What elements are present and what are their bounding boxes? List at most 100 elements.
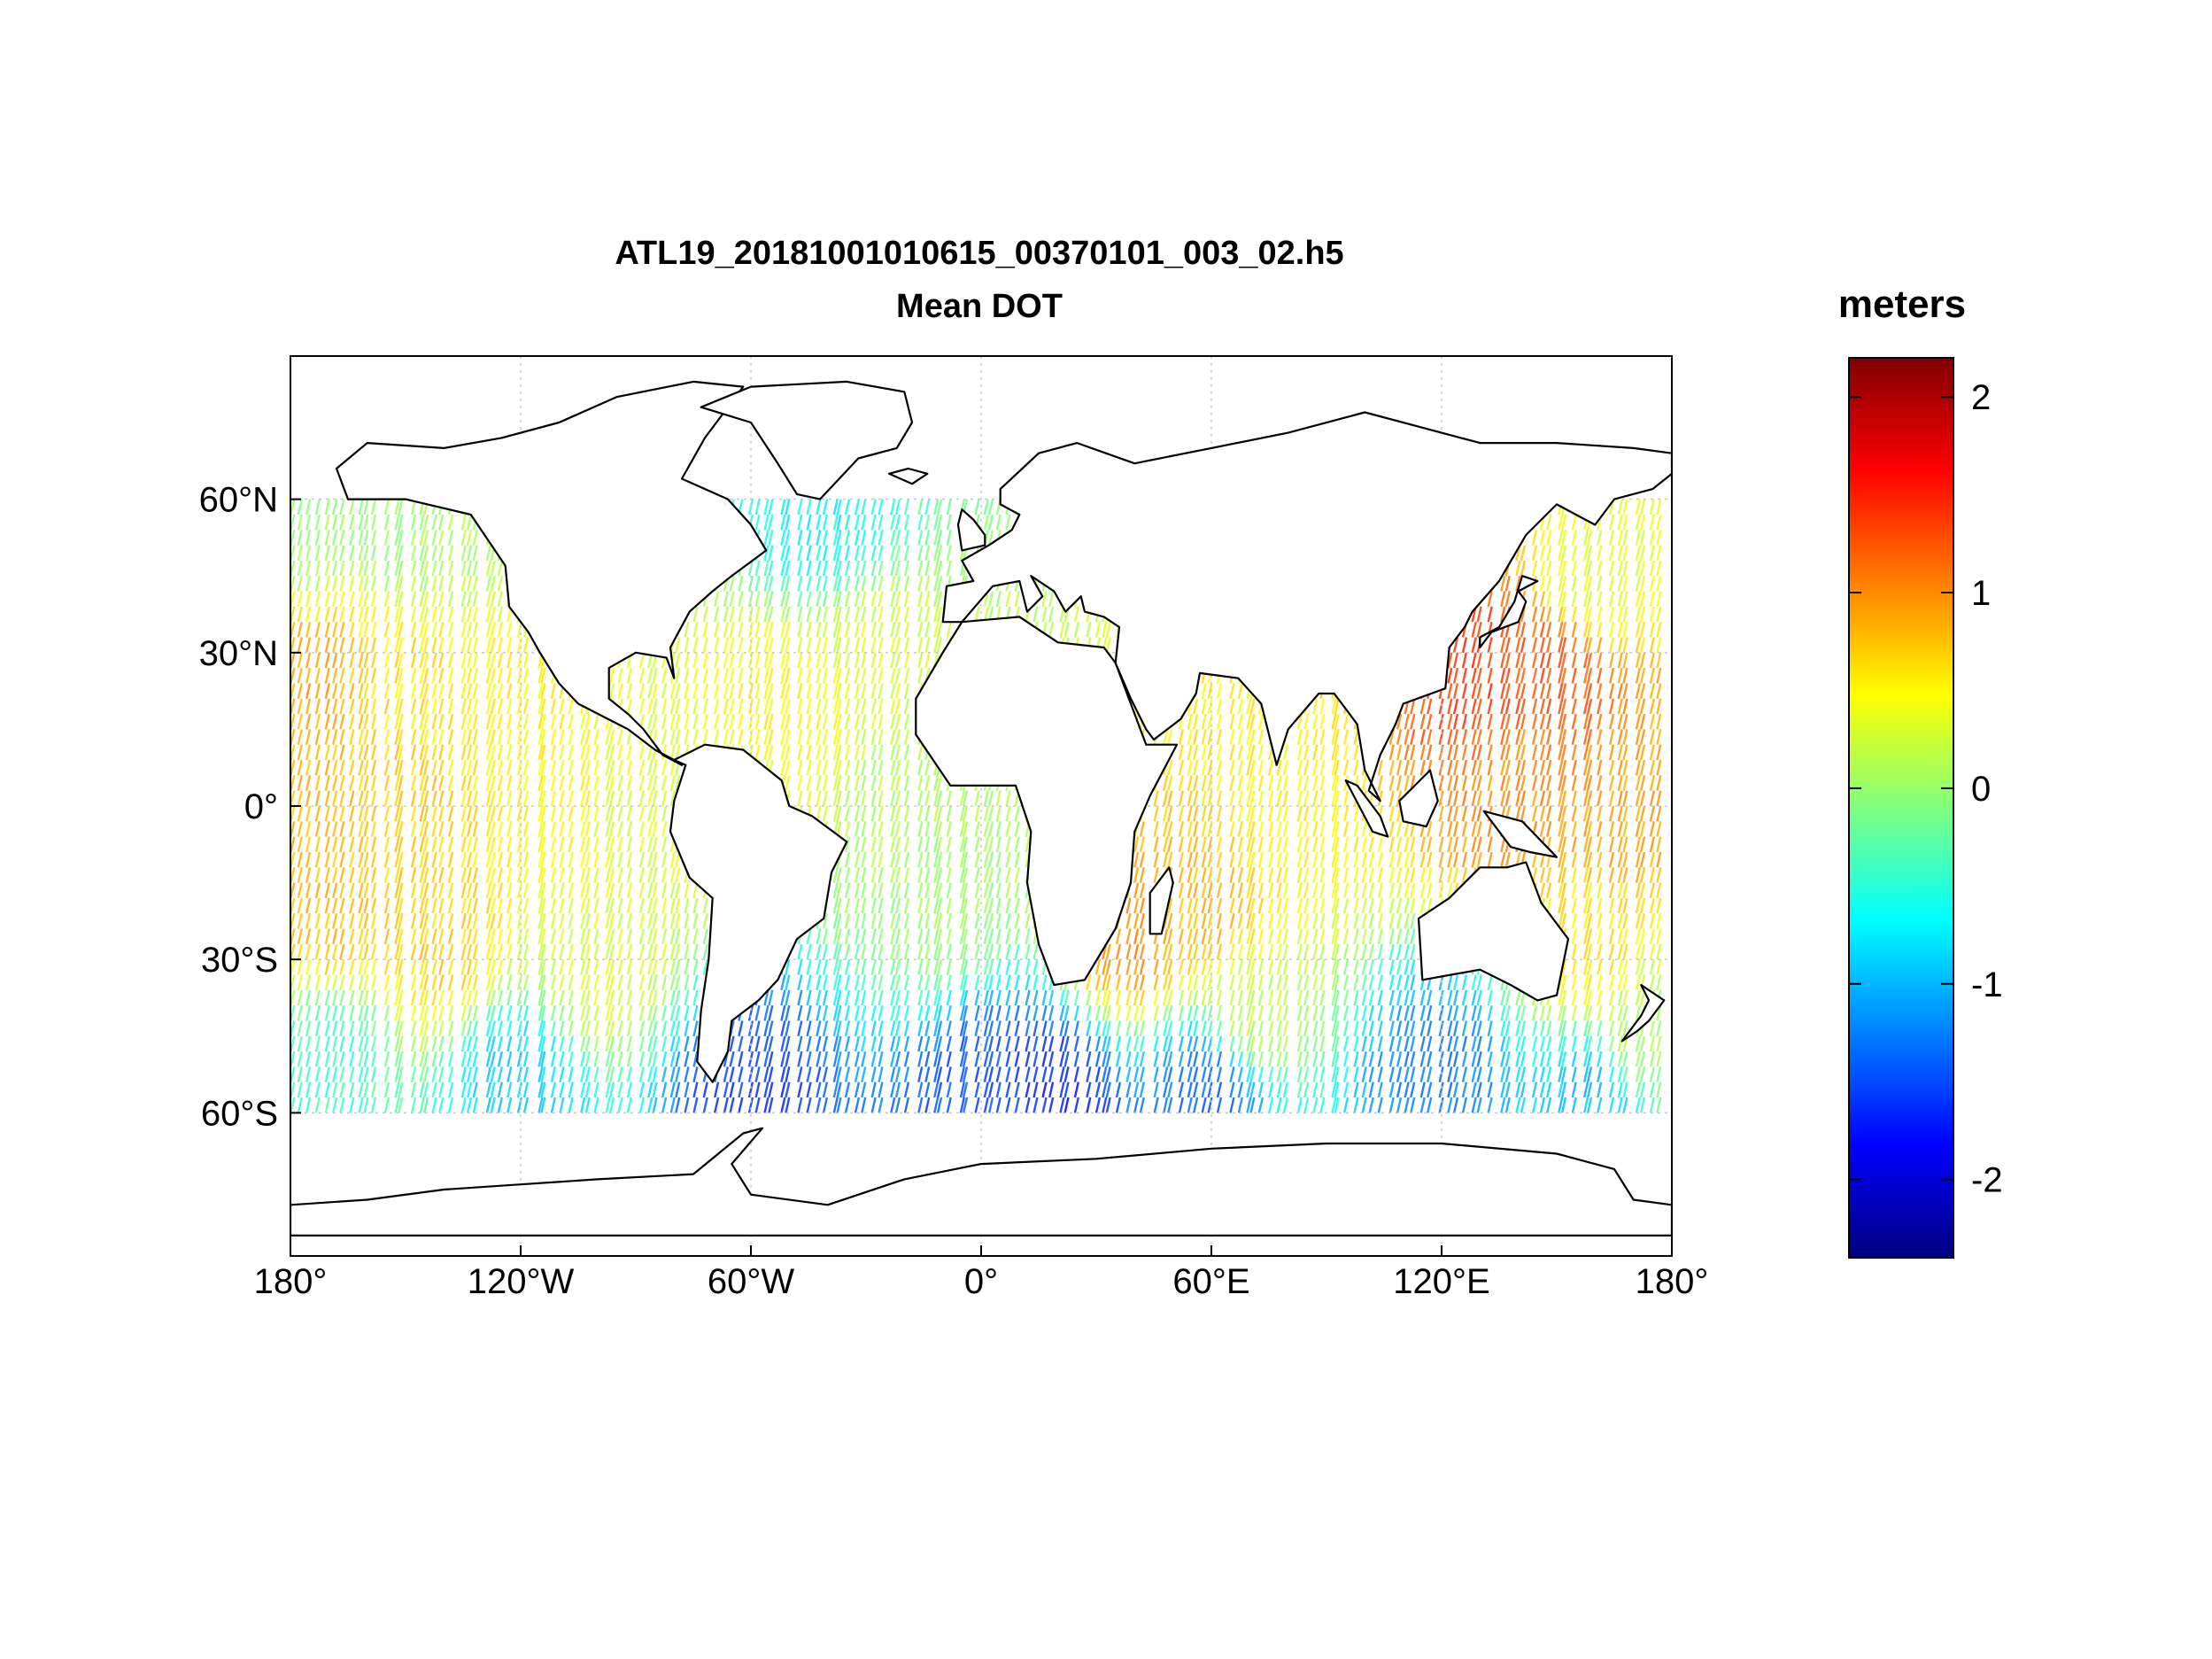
dot-track-segment <box>568 928 574 945</box>
dot-track-segment <box>460 882 467 899</box>
dot-track-segment <box>903 958 910 975</box>
dot-track-segment <box>497 989 503 1006</box>
dot-track-segment <box>398 499 404 516</box>
dot-track-segment <box>903 897 910 914</box>
dot-track-segment <box>431 759 437 776</box>
dot-track-segment <box>924 1050 931 1067</box>
dot-track-segment <box>608 882 615 899</box>
dot-track-segment <box>472 667 478 684</box>
dot-track-segment <box>447 958 454 975</box>
dot-track-segment <box>516 867 523 883</box>
dot-track-segment <box>305 514 312 531</box>
dot-track-segment <box>507 851 513 868</box>
dot-track-segment <box>816 621 822 638</box>
dot-track-segment <box>780 1081 786 1098</box>
dot-track-segment <box>738 637 744 654</box>
dot-track-segment <box>394 514 400 531</box>
dot-track-segment <box>870 683 877 700</box>
dot-track-segment <box>605 912 611 929</box>
dot-track-segment <box>747 652 754 669</box>
dot-track-segment <box>806 713 812 730</box>
dot-track-segment <box>460 744 467 761</box>
dot-track-segment <box>550 851 556 868</box>
dot-track-segment <box>383 1050 391 1067</box>
dot-track-segment <box>946 836 952 853</box>
dot-track-segment <box>675 637 681 654</box>
dot-track-segment <box>608 1035 615 1052</box>
dot-track-segment <box>785 1081 791 1098</box>
dot-track-segment <box>617 790 623 807</box>
dot-track-segment <box>924 606 931 623</box>
dot-track-segment <box>419 805 425 822</box>
dot-track-segment <box>383 912 391 929</box>
dot-track-segment <box>854 606 861 623</box>
dot-track-segment <box>507 943 513 960</box>
dot-track-segment <box>661 897 668 914</box>
dot-track-segment <box>870 851 877 868</box>
dot-track-segment <box>363 836 369 853</box>
dot-track-segment <box>638 1050 645 1067</box>
dot-track-segment <box>398 989 404 1006</box>
dot-track-segment <box>870 729 877 745</box>
dot-track-segment <box>349 698 355 715</box>
dot-track-segment <box>832 729 839 745</box>
dot-track-segment <box>593 928 599 945</box>
dot-track-segment <box>305 698 312 715</box>
dot-track-segment <box>661 989 668 1006</box>
dot-track-segment <box>894 591 901 608</box>
dot-track-segment <box>768 667 774 684</box>
dot-track-segment <box>423 912 429 929</box>
dot-track-segment <box>878 744 884 761</box>
dot-track-segment <box>324 499 330 516</box>
dot-track-segment <box>890 713 896 730</box>
dot-track-segment <box>398 928 404 945</box>
dot-track-segment <box>723 652 729 669</box>
dot-track-segment <box>358 514 364 531</box>
dot-track-segment <box>290 1066 296 1082</box>
dot-track-segment <box>324 882 330 899</box>
dot-track-segment <box>324 621 330 638</box>
dot-track-segment <box>626 805 632 822</box>
dot-track-segment <box>675 775 681 791</box>
dot-track-segment <box>358 1066 364 1082</box>
dot-track-segment <box>738 1081 744 1098</box>
dot-track-segment <box>580 1020 586 1037</box>
dot-track-segment <box>290 928 296 945</box>
dot-track-segment <box>297 621 303 638</box>
dot-track-segment <box>314 897 321 914</box>
dot-track-segment <box>822 575 829 592</box>
dot-track-segment <box>349 790 355 807</box>
dot-track-segment <box>903 821 910 837</box>
dot-track-segment <box>605 729 611 745</box>
dot-track-segment <box>836 1004 842 1021</box>
dot-track-segment <box>332 1081 338 1098</box>
dot-track-segment <box>854 729 861 745</box>
dot-track-segment <box>324 775 330 791</box>
dot-track-segment <box>398 775 404 791</box>
dot-track-segment <box>398 575 404 592</box>
dot-track-segment <box>438 897 445 914</box>
dot-track-segment <box>816 1066 822 1082</box>
dot-track-segment <box>617 882 623 899</box>
dot-track-segment <box>507 683 513 700</box>
dot-track-segment <box>626 943 632 960</box>
dot-track-segment <box>861 821 867 837</box>
dot-track-segment <box>490 821 496 837</box>
dot-track-segment <box>370 530 377 546</box>
dot-track-segment <box>933 867 940 883</box>
dot-track-segment <box>917 1004 924 1021</box>
dot-track-segment <box>485 713 491 730</box>
dot-track-segment <box>431 836 437 853</box>
dot-track-segment <box>370 989 377 1006</box>
dot-track-segment <box>349 652 355 669</box>
dot-track-segment <box>890 698 896 715</box>
dot-track-segment <box>894 621 901 638</box>
dot-track-segment <box>363 1066 369 1082</box>
dot-track-segment <box>836 545 842 562</box>
dot-track-segment <box>684 652 690 669</box>
dot-track-segment <box>702 912 708 929</box>
dot-track-segment <box>431 744 437 761</box>
dot-track-segment <box>832 1020 839 1037</box>
dot-track-segment <box>398 958 404 975</box>
dot-track-segment <box>324 683 330 700</box>
